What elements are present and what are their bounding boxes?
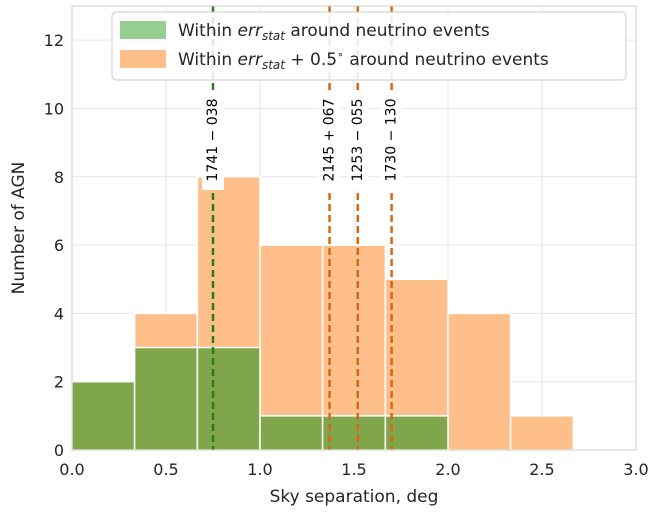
legend-swatch bbox=[120, 50, 166, 68]
marker-label-bg bbox=[346, 90, 369, 190]
legend-box bbox=[111, 11, 627, 81]
x-tick-label: 0.0 bbox=[59, 460, 84, 479]
y-tick-label: 0 bbox=[54, 441, 64, 460]
legend-label: Within errstat around neutrino events bbox=[178, 21, 490, 43]
legend-text-part: around neutrino events bbox=[344, 50, 549, 70]
plot-frame bbox=[71, 5, 637, 451]
legend-text-part: stat bbox=[262, 29, 286, 43]
bar-series-1 bbox=[196, 346, 261, 451]
legend-text-part: err bbox=[238, 50, 263, 70]
x-tick-label: 2.0 bbox=[435, 460, 460, 479]
legend-text-part: Within bbox=[178, 21, 238, 41]
x-tick-label: 1.0 bbox=[247, 460, 272, 479]
marker-lines: 1741 − 038 2145 + 067 1253 − 055 1730 − 130 bbox=[202, 6, 403, 450]
marker-label-bg bbox=[318, 90, 341, 190]
legend-text-part: ∘ bbox=[337, 48, 344, 61]
bars bbox=[71, 176, 575, 451]
y-tick-label: 12 bbox=[44, 31, 64, 50]
x-tick-label: 2.5 bbox=[529, 460, 554, 479]
bar-series-1 bbox=[384, 415, 449, 451]
legend-text-part: around neutrino events bbox=[285, 21, 490, 41]
x-tick-label: 0.5 bbox=[153, 460, 178, 479]
y-tick-label: 4 bbox=[54, 304, 64, 323]
marker-label: 1741 − 038 bbox=[205, 99, 221, 182]
legend-text-part: Within bbox=[178, 50, 238, 70]
x-tick-label: 1.5 bbox=[341, 460, 366, 479]
marker-label-bg bbox=[380, 90, 403, 190]
y-tick-label: 8 bbox=[54, 168, 64, 187]
legend-text-part: stat bbox=[262, 58, 286, 72]
legend-text-part: err bbox=[238, 21, 263, 41]
bar-series-1 bbox=[259, 415, 324, 451]
y-tick-label: 2 bbox=[54, 373, 64, 392]
y-tick-label: 6 bbox=[54, 236, 64, 255]
bar-series-1 bbox=[321, 415, 387, 451]
y-axis-label: Number of AGN bbox=[9, 162, 29, 295]
legend-text-part: + 0.5 bbox=[285, 50, 337, 70]
bar-series-0 bbox=[509, 415, 575, 451]
marker-label: 1253 − 055 bbox=[350, 99, 366, 182]
marker-label-bg bbox=[202, 90, 224, 190]
bar-series-1 bbox=[133, 346, 199, 451]
marker-label: 2145 + 067 bbox=[322, 99, 338, 182]
x-axis-label: Sky separation, deg bbox=[270, 487, 439, 507]
bar-series-1 bbox=[71, 380, 136, 451]
y-tick-label: 10 bbox=[44, 99, 64, 118]
x-tick-label: 3.0 bbox=[623, 460, 648, 479]
marker-label: 1730 − 130 bbox=[384, 99, 400, 182]
legend-swatch bbox=[120, 21, 166, 39]
legend-label: Within errstat + 0.5∘ around neutrino ev… bbox=[178, 48, 549, 72]
legend: Within errstat around neutrino eventsWit… bbox=[111, 11, 627, 81]
tick-labels: 0.0 0.5 1.0 1.5 2.0 2.5 3.0 0 2 4 6 8 10 12 bbox=[44, 31, 649, 479]
bar-series-0 bbox=[447, 312, 512, 451]
